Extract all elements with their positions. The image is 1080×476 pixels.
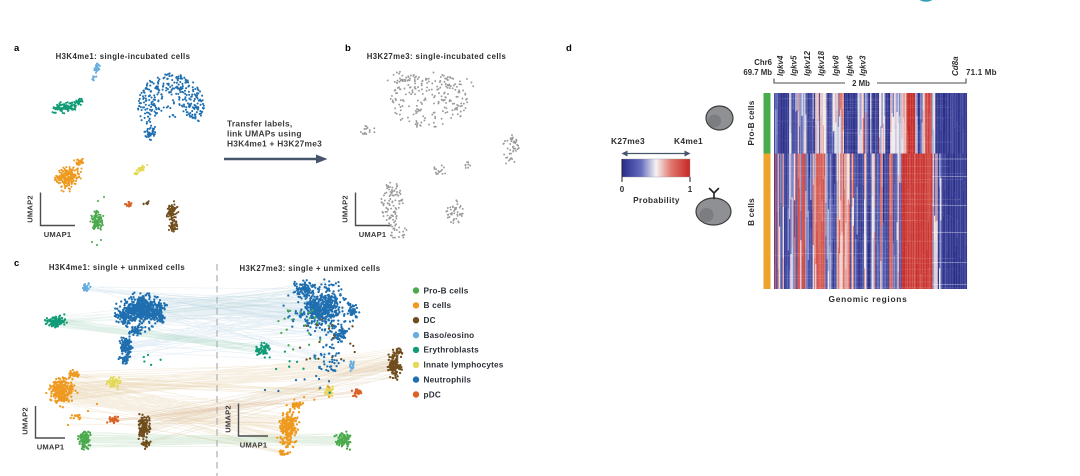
svg-text:Igkv5: Igkv5 [790,55,799,76]
svg-text:UMAP2: UMAP2 [341,195,350,223]
svg-text:H3K27me3: single-incubated cel: H3K27me3: single-incubated cells [367,52,507,61]
svg-text:H3K27me3: single + unmixed cel: H3K27me3: single + unmixed cells [239,264,380,273]
svg-text:K4me1: K4me1 [674,136,703,146]
svg-text:link UMAPs using: link UMAPs using [227,129,302,139]
svg-text:DC: DC [424,316,436,325]
svg-text:K27me3: K27me3 [611,136,645,146]
svg-text:Igkv8: Igkv8 [832,55,841,76]
svg-text:UMAP2: UMAP2 [224,405,233,433]
svg-text:Innate lymphocytes: Innate lymphocytes [424,361,504,370]
svg-text:UMAP1: UMAP1 [44,230,72,239]
svg-text:2 Mb: 2 Mb [852,79,870,88]
svg-text:Transfer labels,: Transfer labels, [227,119,292,129]
svg-text:B cells: B cells [747,198,756,226]
svg-text:Genomic regions: Genomic regions [829,294,908,304]
svg-text:Chr6: Chr6 [754,58,772,67]
svg-text:Neutrophils: Neutrophils [424,375,472,384]
svg-text:Pro-B cells: Pro-B cells [424,286,469,295]
svg-text:UMAP1: UMAP1 [240,441,268,450]
svg-text:Probability: Probability [633,196,680,205]
svg-text:Igkv12: Igkv12 [803,51,812,76]
svg-text:69.7 Mb: 69.7 Mb [743,68,772,77]
svg-text:Cd8a: Cd8a [951,56,960,76]
svg-text:0: 0 [620,185,625,194]
svg-text:UMAP2: UMAP2 [21,407,30,435]
svg-text:Pro-B cells: Pro-B cells [747,100,756,145]
svg-text:Erythroblasts: Erythroblasts [424,346,480,355]
svg-text:UMAP1: UMAP1 [359,230,387,239]
svg-text:c: c [14,258,19,269]
svg-text:Baso/eosino: Baso/eosino [424,331,475,340]
svg-text:H3K4me1: single-incubated cell: H3K4me1: single-incubated cells [56,52,191,61]
svg-text:b: b [345,43,351,54]
svg-text:UMAP1: UMAP1 [37,443,65,452]
svg-text:pDC: pDC [424,390,441,399]
svg-text:H3K4me1: single + unmixed cell: H3K4me1: single + unmixed cells [49,263,186,272]
svg-text:1: 1 [688,185,693,194]
svg-text:a: a [14,43,20,54]
svg-text:B cells: B cells [424,301,452,310]
svg-text:H3K4me1 + H3K27me3: H3K4me1 + H3K27me3 [227,139,322,149]
svg-text:UMAP2: UMAP2 [26,195,35,223]
svg-text:d: d [566,43,572,54]
svg-text:Igkv6: Igkv6 [846,55,855,76]
svg-text:Igkv3: Igkv3 [859,55,868,76]
svg-text:71.1 Mb: 71.1 Mb [966,68,997,77]
svg-text:Igkv18: Igkv18 [817,51,826,76]
svg-text:Igkv4: Igkv4 [776,55,785,76]
